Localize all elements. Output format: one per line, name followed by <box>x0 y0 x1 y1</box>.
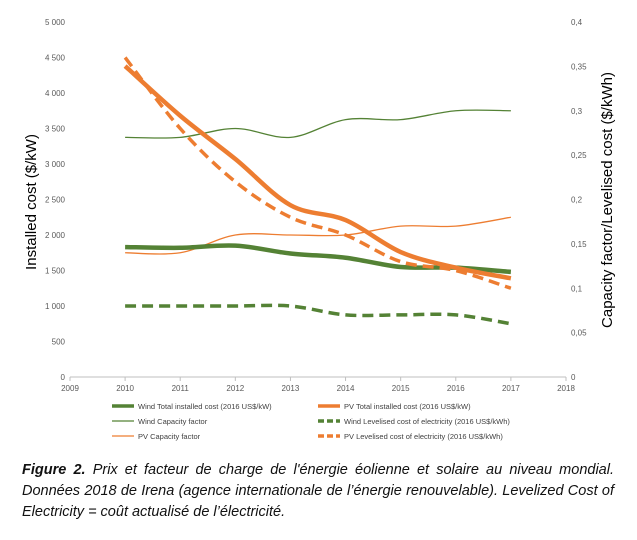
y-tick-label: 5 000 <box>45 18 66 27</box>
x-tick-label: 2016 <box>447 384 465 393</box>
series-line-3 <box>125 109 511 139</box>
legend-label-2: PV Total installed cost (2016 US$/kW) <box>344 402 471 411</box>
x-tick-label: 2011 <box>172 384 190 393</box>
left-axis-title: Installed cost ($/kW) <box>23 134 40 270</box>
y2-tick-label: 0,1 <box>571 284 583 293</box>
y2-tick-label: 0,3 <box>571 107 583 116</box>
y2-tick-label: 0,05 <box>571 329 587 338</box>
legend-label-5: PV Capacity factor <box>138 432 201 441</box>
y-tick-label: 500 <box>52 338 66 347</box>
x-tick-label: 2018 <box>557 384 575 393</box>
right-axis-ticks: 0 0,05 0,1 0,15 0,2 0,25 0,3 0,35 0,4 <box>571 18 587 382</box>
y-tick-label: 2 500 <box>45 196 66 205</box>
y-tick-label: 4 500 <box>45 54 66 63</box>
y2-tick-label: 0,4 <box>571 18 583 27</box>
chart: 0 500 1 000 1 500 2 000 2 500 3 000 3 500 4 000 4… <box>23 18 616 441</box>
y2-tick-label: 0,2 <box>571 196 583 205</box>
legend-label-6: PV Levelised cost of electricity (2016 U… <box>344 432 503 441</box>
figure-caption-label: Figure 2. <box>22 462 86 478</box>
x-tick-label: 2013 <box>282 384 300 393</box>
legend-label-1: Wind Total installed cost (2016 US$/kW) <box>138 402 272 411</box>
series-line-4 <box>125 303 512 326</box>
y-tick-label: 3 000 <box>45 160 66 169</box>
y-tick-label: 0 <box>61 373 66 382</box>
x-tick-label: 2017 <box>502 384 520 393</box>
left-axis-ticks: 0 500 1 000 1 500 2 000 2 500 3 000 3 500 4 000 4… <box>45 18 66 382</box>
series-line-2 <box>123 64 512 281</box>
legend-label-3: Wind Capacity factor <box>138 417 208 426</box>
right-axis-title: Capacity factor/Levelised cost ($/kWh) <box>599 72 616 328</box>
y2-tick-label: 0,25 <box>571 151 587 160</box>
x-tick-label: 2010 <box>116 384 134 393</box>
series-line-6 <box>123 56 512 290</box>
series-layer <box>123 56 512 326</box>
figure-caption-text: Prix et facteur de charge de l'énergie é… <box>22 462 614 520</box>
y-tick-label: 3 500 <box>45 125 66 134</box>
y2-tick-label: 0,35 <box>571 62 587 71</box>
x-tick-label: 2014 <box>337 384 355 393</box>
legend: Wind Total installed cost (2016 US$/kW) P… <box>112 402 510 441</box>
x-tick-label: 2012 <box>226 384 244 393</box>
y-tick-label: 1 000 <box>45 302 66 311</box>
figure-caption: Figure 2. Prix et facteur de charge de l… <box>22 460 614 523</box>
y-tick-label: 2 000 <box>45 231 66 240</box>
x-tick-label: 2015 <box>392 384 410 393</box>
x-tick-label: 2009 <box>61 384 79 393</box>
y-tick-label: 4 000 <box>45 89 66 98</box>
series-line-5 <box>125 216 511 255</box>
x-axis-ticks: 2009 2010 2011 2012 2013 2014 2015 2016 2017 2018 <box>61 377 575 393</box>
y2-tick-label: 0,15 <box>571 240 587 249</box>
legend-label-4: Wind Levelised cost of electricity (2016… <box>344 417 510 426</box>
y-tick-label: 1 500 <box>45 267 66 276</box>
y2-tick-label: 0 <box>571 373 576 382</box>
